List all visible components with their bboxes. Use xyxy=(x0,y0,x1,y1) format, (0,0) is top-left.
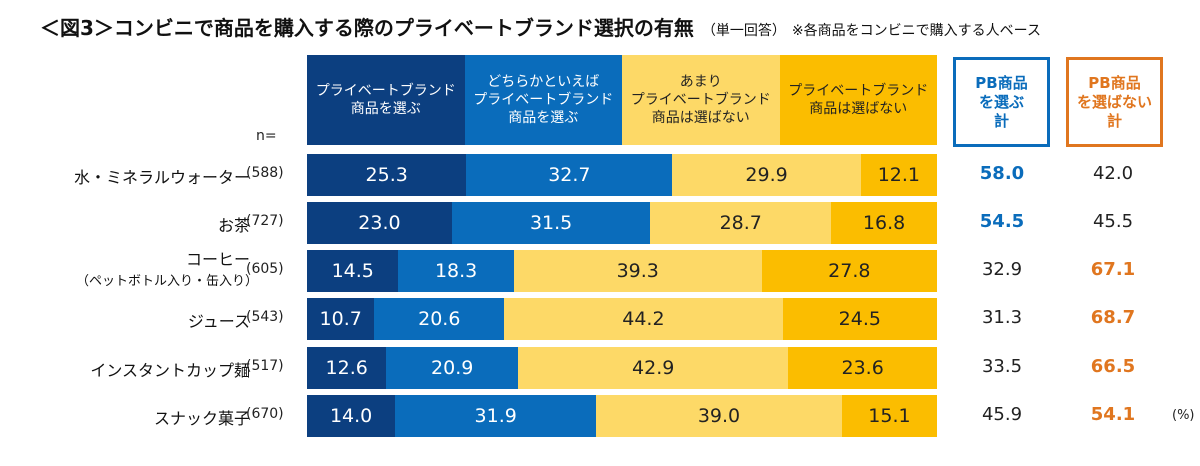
bar-segment: 44.2 xyxy=(504,298,783,340)
category-label: スナック菓子 xyxy=(154,405,250,429)
legend-1: プライベートブランド 商品を選ぶ xyxy=(307,55,465,145)
bar-segment: 14.0 xyxy=(307,395,396,437)
category-name: お茶 xyxy=(217,216,250,235)
category-name: ジュース xyxy=(187,312,250,331)
bar-segment: 31.5 xyxy=(451,202,651,244)
total-choose: 31.3 xyxy=(981,307,1023,328)
sample-size: (670) xyxy=(246,406,284,422)
total-choose: 33.5 xyxy=(981,356,1023,377)
total-not-choose: 42.0 xyxy=(1092,163,1134,184)
bar-segment: 42.9 xyxy=(518,347,789,389)
total-not-choose: 54.1 xyxy=(1090,404,1136,425)
bar-segment: 12.6 xyxy=(307,347,387,389)
category-name: 水・ミネラルウォーター xyxy=(73,168,250,187)
n-label: n= xyxy=(256,128,277,144)
category-label: コーヒー （ペットボトル入り・缶入り） xyxy=(76,246,258,289)
bar-segment: 18.3 xyxy=(398,250,514,292)
total-choose: 58.0 xyxy=(979,163,1025,184)
bar-segment: 10.7 xyxy=(307,298,375,340)
bar-segment: 23.6 xyxy=(788,347,937,389)
total-choose: 54.5 xyxy=(979,211,1025,232)
total-choose: 32.9 xyxy=(981,259,1023,280)
total-not-choose: 66.5 xyxy=(1090,356,1136,377)
category-label: 水・ミネラルウォーター xyxy=(74,164,250,188)
unit-label: (%) xyxy=(1172,408,1195,423)
category-name: インスタントカップ麺 xyxy=(90,361,250,380)
total-not-choose: 68.7 xyxy=(1090,307,1136,328)
bar-segment: 32.7 xyxy=(466,154,673,196)
category-label: お茶 xyxy=(218,212,250,236)
title-text: ＜図3＞コンビニで商品を購入する際のプライベートブランド選択の有無 xyxy=(40,16,694,40)
bar-segment: 29.9 xyxy=(672,154,861,196)
legend-3: あまり プライベートブランド 商品は選ばない xyxy=(622,55,780,145)
total-choose: 45.9 xyxy=(981,404,1023,425)
bar-segment: 25.3 xyxy=(307,154,467,196)
sample-size: (588) xyxy=(246,165,284,181)
sample-size: (605) xyxy=(246,261,284,277)
subtitle: （単一回答） xyxy=(701,23,786,39)
bar-segment: 23.0 xyxy=(307,202,452,244)
legend-2: どちらかといえば プライベートブランド 商品を選ぶ xyxy=(464,55,622,145)
bar-segment: 39.3 xyxy=(513,250,762,292)
chart-title: ＜図3＞コンビニで商品を購入する際のプライベートブランド選択の有無 （単一回答） ※… xyxy=(40,12,1041,41)
bar-segment: 27.8 xyxy=(761,250,937,292)
sample-size: (517) xyxy=(246,358,284,374)
total-header-choose: PB商品 を選ぶ 計 xyxy=(953,57,1050,147)
category-label: ジュース xyxy=(188,308,250,332)
bar-segment: 31.9 xyxy=(395,395,597,437)
bar-segment: 20.9 xyxy=(386,347,519,389)
bar-segment: 14.5 xyxy=(307,250,399,292)
sample-size: (543) xyxy=(246,309,284,325)
bar-segment: 15.1 xyxy=(841,395,937,437)
base-note: ※各商品をコンビニで購入する人ベース xyxy=(791,23,1041,39)
category-label: インスタントカップ麺 xyxy=(90,357,250,381)
total-not-choose: 45.5 xyxy=(1092,211,1134,232)
bar-segment: 39.0 xyxy=(596,395,842,437)
legend-4: プライベートブランド 商品は選ばない xyxy=(779,55,937,145)
bar-segment: 12.1 xyxy=(860,154,937,196)
category-name: コーヒー xyxy=(185,250,250,269)
total-not-choose: 67.1 xyxy=(1090,259,1136,280)
bar-segment: 28.7 xyxy=(650,202,832,244)
bar-segment: 24.5 xyxy=(782,298,937,340)
bar-segment: 20.6 xyxy=(374,298,505,340)
sample-size: (727) xyxy=(246,213,284,229)
bar-segment: 16.8 xyxy=(831,202,937,244)
total-header-not-choose: PB商品 を選ばない 計 xyxy=(1066,57,1163,147)
category-sublabel: （ペットボトル入り・缶入り） xyxy=(75,274,258,289)
category-name: スナック菓子 xyxy=(153,409,250,428)
